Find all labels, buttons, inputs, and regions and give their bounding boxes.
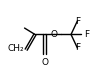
Text: F: F	[75, 17, 80, 26]
Text: CH₂: CH₂	[8, 44, 25, 53]
Text: O: O	[51, 30, 58, 39]
Text: F: F	[75, 43, 80, 52]
Text: O: O	[41, 58, 48, 67]
Text: F: F	[84, 30, 89, 39]
